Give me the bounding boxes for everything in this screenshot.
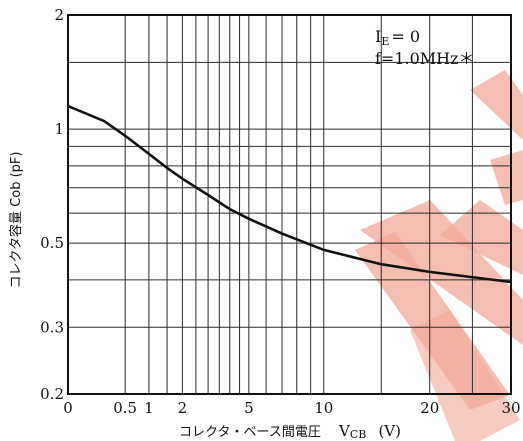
x-tick-label: 30: [501, 399, 520, 417]
watermark-stroke: [470, 70, 523, 140]
annotation-ie: IE = 0: [375, 27, 420, 48]
watermark-stamp: [355, 70, 523, 441]
x-axis-label: コレクタ・ベース間電圧 VCB (V): [179, 422, 401, 441]
x-axis-label-subscript: CB: [350, 428, 367, 441]
y-tick-labels: 0.2 0.3 0.5 1 2: [40, 6, 64, 403]
x-tick-labels: 0 0.5 1 2 5 10 20 30: [63, 399, 520, 417]
x-tick-label: 5: [244, 399, 254, 417]
y-axis-label: コレクタ容量 Cob (pF): [8, 152, 24, 289]
x-axis-label-symbol: V: [338, 422, 351, 440]
plot-frame: [67, 14, 512, 395]
y-tick-label: 0.2: [40, 385, 64, 403]
x-tick-label: 10: [314, 399, 333, 417]
x-tick-label: 2: [178, 399, 188, 417]
x-tick-label: 0: [63, 399, 73, 417]
annotation-ie-letter: I: [375, 27, 381, 46]
x-tick-label: 0.5: [113, 399, 137, 417]
watermark-stroke: [410, 310, 520, 441]
annotation-ie-value: = 0: [391, 27, 420, 46]
x-tick-label: 1: [144, 399, 154, 417]
x-axis-label-main: コレクタ・ベース間電圧: [179, 425, 321, 440]
y-tick-label: 0.3: [40, 318, 64, 336]
chart-grid: [68, 15, 511, 394]
watermark-stroke: [440, 200, 523, 275]
y-tick-label: 2: [54, 6, 64, 24]
annotation-frequency: f=1.0MHz＊: [375, 49, 475, 68]
x-tick-label: 20: [420, 399, 439, 417]
annotation-ie-subscript: E: [381, 35, 389, 48]
watermark-stroke: [490, 150, 523, 205]
y-tick-label: 1: [54, 120, 64, 138]
y-tick-label: 0.5: [40, 234, 64, 252]
cob-curve: [67, 104, 512, 284]
x-axis-label-unit: (V): [378, 422, 401, 440]
